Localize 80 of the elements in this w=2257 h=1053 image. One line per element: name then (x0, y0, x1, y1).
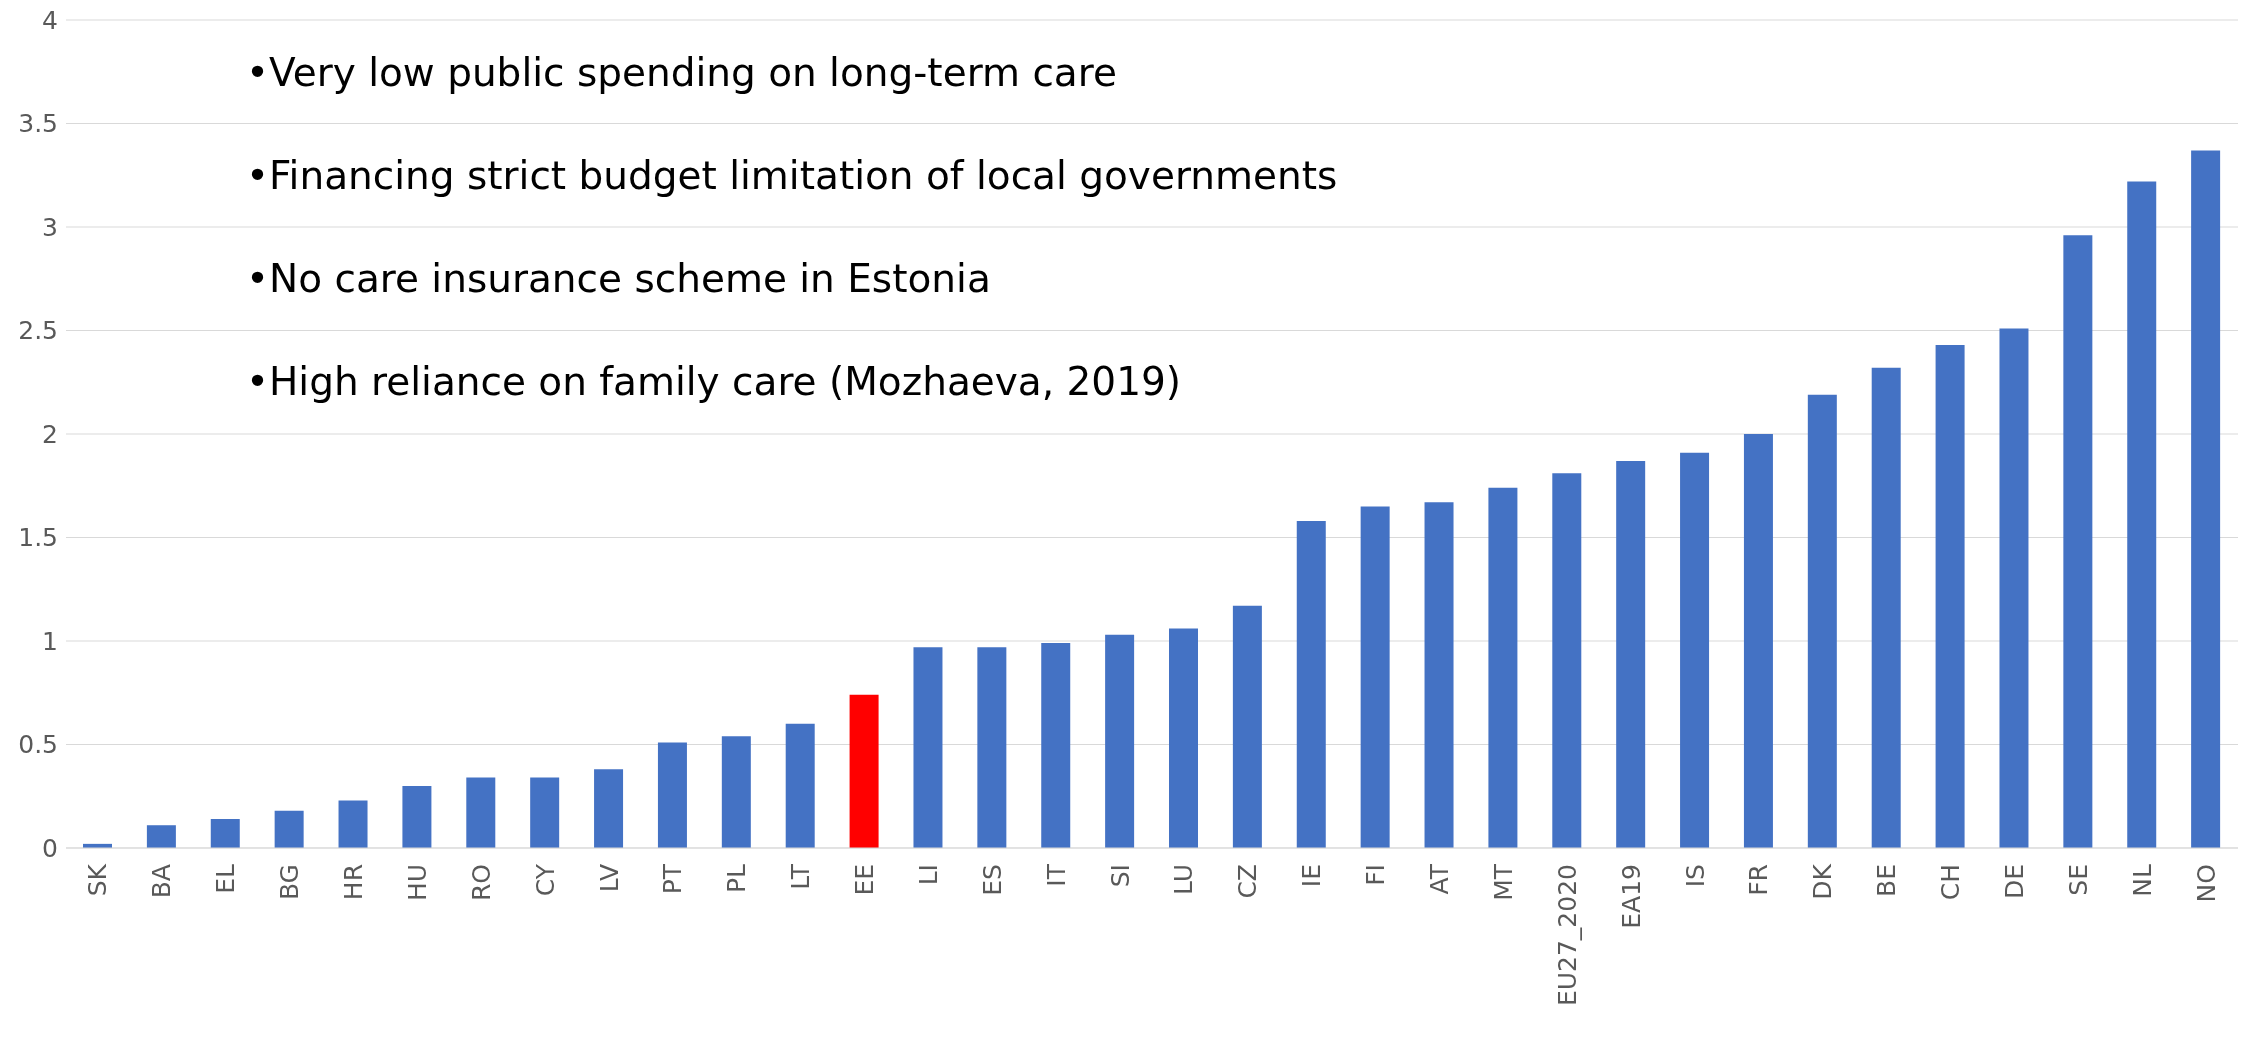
bar (785, 723, 815, 848)
bar (1232, 605, 1262, 848)
x-tick-label: AT (1424, 863, 1454, 895)
annotation: •Financing strict budget limitation of local governments (246, 153, 1338, 198)
annotation: •High reliance on family care (Mozhaeva, 2019) (246, 359, 1182, 404)
x-tick-label: IT (1041, 863, 1071, 887)
bar (1552, 473, 1582, 848)
bar (1616, 460, 1646, 848)
x-tick-label: NO (2191, 864, 2221, 903)
bar (274, 810, 304, 848)
bar (210, 819, 240, 848)
x-tick-label: CZ (1233, 864, 1263, 899)
x-tick-label: BG (275, 864, 305, 901)
bar (1041, 643, 1071, 848)
annotation: •No care insurance scheme in Estonia (246, 256, 991, 301)
x-tick-label: IE (1297, 864, 1327, 888)
bar (1680, 452, 1710, 848)
x-tick-label: EL (211, 863, 241, 894)
y-tick-label: 1.5 (18, 523, 58, 553)
bar (1871, 367, 1901, 848)
x-tick-label: SI (1105, 864, 1135, 888)
x-tick-label: CH (1936, 864, 1966, 901)
y-tick-label: 2.5 (18, 316, 58, 346)
x-tick-label: BE (1872, 864, 1902, 897)
x-tick-label: IS (1680, 864, 1710, 888)
x-tick-label: PL (722, 863, 752, 894)
bar (466, 777, 496, 848)
bar (721, 736, 751, 848)
bar (1105, 634, 1135, 848)
annotation: •Very low public spending on long-term care (246, 50, 1117, 95)
x-tick-label: CY (530, 863, 560, 897)
x-tick-label: NL (2127, 863, 2157, 897)
x-tick-label: LU (1169, 864, 1199, 895)
bar (1424, 502, 1454, 848)
x-tick-label: PT (658, 863, 688, 895)
bar (2063, 235, 2093, 848)
x-tick-label: SK (83, 863, 113, 897)
bar (849, 694, 879, 848)
bar (1935, 344, 1965, 848)
bar (1807, 394, 1837, 848)
bar (1296, 520, 1326, 848)
x-tick-label: EE (850, 864, 880, 896)
bar (1999, 328, 2029, 848)
x-tick-label: LI (913, 864, 943, 886)
bar (977, 647, 1007, 848)
x-tick-label: ES (977, 864, 1007, 896)
x-tick-label: EA19 (1616, 864, 1646, 929)
y-tick-label: 0 (42, 833, 58, 863)
bar (913, 647, 943, 848)
x-tick-label: FR (1744, 864, 1774, 896)
x-tick-label: EU27_2020 (1552, 864, 1582, 1007)
x-tick-label: LT (786, 863, 816, 890)
x-tick-label: HR (338, 864, 368, 901)
x-tick-label: LV (594, 864, 624, 893)
bar (594, 769, 624, 848)
bar (1169, 628, 1198, 848)
y-tick-label: 3 (42, 212, 58, 242)
x-tick-label: DK (1808, 863, 1838, 900)
bar (338, 800, 368, 848)
x-tick-label: SE (2063, 864, 2093, 896)
bar (530, 777, 560, 848)
x-tick-label: HU (402, 864, 432, 902)
x-tick-label: DE (1999, 864, 2029, 900)
x-tick-label: MT (1488, 863, 1518, 901)
x-tick-label: BA (147, 864, 177, 899)
y-tick-label: 0.5 (18, 730, 58, 760)
bar (146, 825, 176, 848)
bar (1360, 506, 1390, 848)
y-tick-label: 2 (42, 419, 58, 449)
bar (2191, 150, 2221, 848)
bar (1743, 434, 1773, 848)
bar (2127, 181, 2157, 848)
y-tick-label: 4 (42, 5, 58, 35)
bar (657, 742, 687, 848)
y-tick-label: 1 (42, 626, 58, 656)
x-tick-label: RO (466, 864, 496, 902)
y-tick-label: 3.5 (18, 109, 58, 139)
bar (1488, 487, 1518, 848)
bar (402, 785, 432, 848)
x-tick-label: FI (1361, 864, 1391, 886)
